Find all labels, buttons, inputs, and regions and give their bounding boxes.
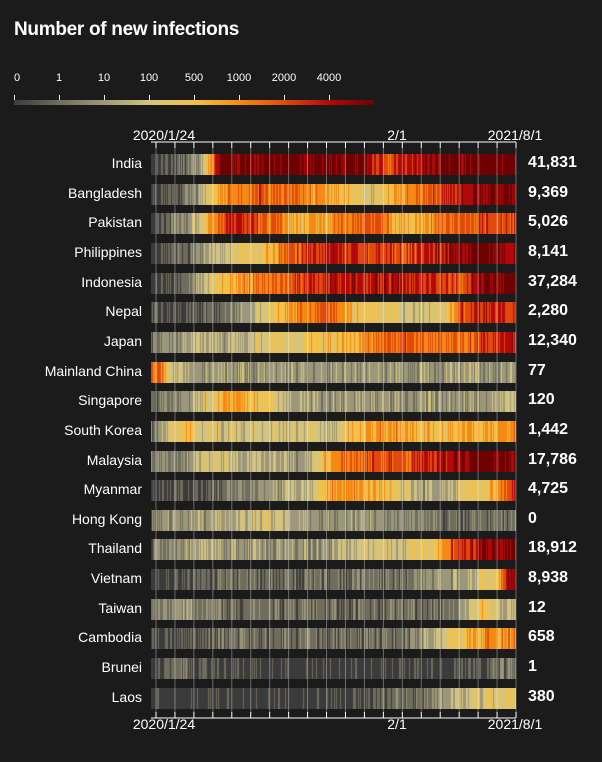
axis-tick-label: 2/1 bbox=[387, 716, 407, 732]
country-label: Malaysia bbox=[86, 451, 142, 468]
country-label: Taiwan bbox=[98, 599, 142, 616]
country-label: Pakistan bbox=[88, 214, 142, 231]
legend-label: 100 bbox=[139, 72, 159, 84]
country-label: Laos bbox=[111, 688, 142, 705]
chart-title: Number of new infections bbox=[14, 19, 240, 40]
axis-tick-label: 2021/8/1 bbox=[487, 716, 543, 732]
heatmap-strip bbox=[151, 154, 516, 175]
latest-value: 41,831 bbox=[528, 154, 577, 171]
country-label: Cambodia bbox=[78, 629, 142, 646]
heatmap-strip bbox=[151, 331, 516, 353]
country-label: India bbox=[111, 155, 142, 171]
axis-tick-label: 2020/1/24 bbox=[132, 127, 196, 143]
legend-label: 2000 bbox=[271, 72, 297, 84]
heatmap-strip bbox=[151, 242, 516, 264]
latest-value: 77 bbox=[528, 361, 546, 379]
legend-tick bbox=[329, 95, 330, 100]
legend-tick bbox=[284, 95, 285, 100]
latest-value: 12,340 bbox=[528, 331, 577, 349]
heatmap-strip bbox=[151, 598, 516, 620]
legend-tick bbox=[239, 95, 240, 100]
legend-label: 500 bbox=[184, 72, 204, 84]
country-label: Japan bbox=[103, 332, 142, 349]
legend-label: 10 bbox=[97, 72, 111, 84]
heatmap-strip bbox=[151, 361, 516, 383]
latest-value: 0 bbox=[528, 509, 537, 527]
country-label: Nepal bbox=[105, 303, 142, 320]
heatmap-strip bbox=[151, 539, 516, 561]
heatmap-strip bbox=[151, 272, 516, 294]
color-legend: 0 1 10 100 500 1000 2000 4000 bbox=[14, 72, 374, 106]
latest-value: 120 bbox=[528, 391, 555, 409]
heatmap-strip bbox=[151, 183, 516, 205]
legend-tick bbox=[59, 95, 60, 100]
latest-value: 37,284 bbox=[528, 272, 577, 290]
latest-value: 658 bbox=[528, 628, 555, 646]
latest-value: 5,026 bbox=[528, 213, 569, 231]
latest-value: 2,280 bbox=[528, 302, 569, 320]
heatmap-strip bbox=[151, 450, 516, 472]
legend-label: 4000 bbox=[316, 72, 342, 84]
legend-label: 1000 bbox=[226, 72, 252, 84]
axis-tick-label: 2/1 bbox=[387, 127, 407, 143]
heatmap-strip bbox=[151, 302, 516, 324]
heatmap-strip bbox=[151, 509, 516, 531]
latest-value: 4,725 bbox=[528, 480, 569, 498]
country-label: Myanmar bbox=[83, 481, 142, 498]
country-label: Indonesia bbox=[81, 273, 142, 290]
latest-value: 1,442 bbox=[528, 420, 569, 438]
country-label: Bangladesh bbox=[68, 184, 142, 201]
legend-label: 0 bbox=[14, 72, 21, 84]
country-label: Brunei bbox=[101, 659, 142, 676]
country-label: Philippines bbox=[74, 243, 142, 260]
latest-value: 8,938 bbox=[528, 569, 569, 587]
latest-value: 9,369 bbox=[528, 183, 569, 201]
legend-tick bbox=[194, 95, 195, 100]
country-label: South Korea bbox=[64, 421, 142, 438]
country-label: Hong Kong bbox=[71, 510, 142, 527]
heatmap-strip bbox=[151, 213, 516, 235]
country-label: Thailand bbox=[88, 540, 142, 557]
heatmap-strip bbox=[151, 628, 516, 650]
heatmap-strip bbox=[151, 391, 516, 413]
heatmap-strip bbox=[151, 569, 516, 591]
legend-color-bar bbox=[14, 100, 374, 105]
legend-tick bbox=[149, 95, 150, 100]
country-label: Singapore bbox=[78, 392, 142, 409]
heatmap-strip bbox=[151, 480, 516, 502]
heatmap-strip bbox=[151, 658, 516, 680]
country-label: Vietnam bbox=[90, 570, 142, 587]
heatmap-strip bbox=[151, 420, 516, 442]
legend-label: 1 bbox=[55, 72, 63, 84]
latest-value: 1 bbox=[528, 658, 537, 676]
latest-value: 17,786 bbox=[528, 450, 577, 468]
latest-value: 8,141 bbox=[528, 242, 569, 260]
axis-tick-label: 2020/1/24 bbox=[132, 716, 196, 732]
country-label: Mainland China bbox=[44, 362, 142, 379]
legend-tick bbox=[14, 95, 15, 100]
legend-tick bbox=[104, 95, 105, 100]
latest-value: 18,912 bbox=[528, 539, 577, 557]
axis-tick-label: 2021/8/1 bbox=[487, 127, 543, 143]
latest-value: 12 bbox=[528, 598, 546, 616]
heatmap-strip bbox=[151, 687, 516, 709]
latest-value: 380 bbox=[528, 687, 555, 705]
